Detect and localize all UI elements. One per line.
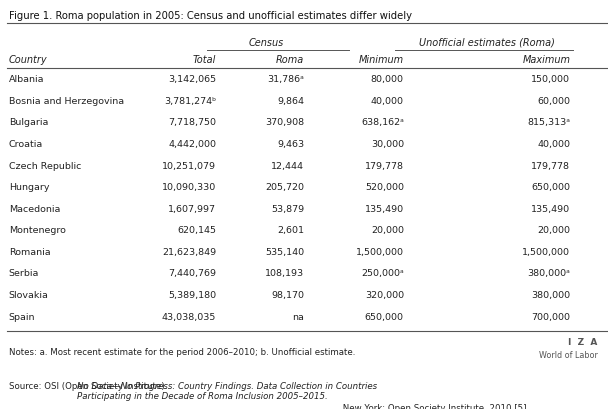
Text: 60,000: 60,000 [537, 97, 570, 106]
Text: I  Z  A: I Z A [568, 338, 598, 347]
Text: 1,500,000: 1,500,000 [356, 248, 404, 257]
Text: Romania: Romania [9, 248, 50, 257]
Text: Bulgaria: Bulgaria [9, 119, 48, 128]
Text: 4,442,000: 4,442,000 [168, 140, 216, 149]
Text: Unofficial estimates (Roma): Unofficial estimates (Roma) [419, 38, 555, 48]
Text: 80,000: 80,000 [371, 75, 404, 84]
Text: 5,389,180: 5,389,180 [168, 291, 216, 300]
Text: Notes: a. Most recent estimate for the period 2006–2010; b. Unofficial estimate.: Notes: a. Most recent estimate for the p… [9, 348, 355, 357]
Text: 98,170: 98,170 [271, 291, 304, 300]
Text: 3,142,065: 3,142,065 [168, 75, 216, 84]
Text: 43,038,035: 43,038,035 [162, 312, 216, 321]
Text: Montenegro: Montenegro [9, 226, 66, 235]
Text: 535,140: 535,140 [265, 248, 304, 257]
Text: 150,000: 150,000 [531, 75, 570, 84]
Text: 7,440,769: 7,440,769 [168, 270, 216, 279]
Text: 179,778: 179,778 [365, 162, 404, 171]
Text: 650,000: 650,000 [365, 312, 404, 321]
Text: Census: Census [249, 38, 284, 48]
Text: Czech Republic: Czech Republic [9, 162, 81, 171]
Text: 650,000: 650,000 [531, 183, 570, 192]
Text: 179,778: 179,778 [531, 162, 570, 171]
Text: 1,607,997: 1,607,997 [168, 205, 216, 214]
Text: 250,000ᵃ: 250,000ᵃ [361, 270, 404, 279]
Text: Figure 1. Roma population in 2005: Census and unofficial estimates differ widely: Figure 1. Roma population in 2005: Censu… [9, 11, 412, 20]
Text: 20,000: 20,000 [371, 226, 404, 235]
Text: Source: OSI (Open Society Institute).: Source: OSI (Open Society Institute). [9, 382, 170, 391]
Text: 20,000: 20,000 [537, 226, 570, 235]
Text: 620,145: 620,145 [178, 226, 216, 235]
Text: 2,601: 2,601 [277, 226, 304, 235]
Text: 520,000: 520,000 [365, 183, 404, 192]
Text: Total: Total [193, 55, 216, 65]
Text: 9,463: 9,463 [277, 140, 304, 149]
Text: Albania: Albania [9, 75, 44, 84]
Text: 108,193: 108,193 [265, 270, 304, 279]
Text: 320,000: 320,000 [365, 291, 404, 300]
Text: Serbia: Serbia [9, 270, 39, 279]
Text: 10,251,079: 10,251,079 [162, 162, 216, 171]
Text: 3,781,274ᵇ: 3,781,274ᵇ [164, 97, 216, 106]
Text: 21,623,849: 21,623,849 [162, 248, 216, 257]
Text: Hungary: Hungary [9, 183, 49, 192]
Text: Slovakia: Slovakia [9, 291, 49, 300]
Text: 380,000: 380,000 [531, 291, 570, 300]
Text: 7,718,750: 7,718,750 [168, 119, 216, 128]
Text: World of Labor: World of Labor [539, 351, 598, 360]
Text: Bosnia and Herzegovina: Bosnia and Herzegovina [9, 97, 124, 106]
Text: 9,864: 9,864 [277, 97, 304, 106]
Text: 10,090,330: 10,090,330 [162, 183, 216, 192]
Text: 815,313ᵃ: 815,313ᵃ [527, 119, 570, 128]
Text: New York: Open Society Institute, 2010 [5].: New York: Open Society Institute, 2010 [… [340, 404, 530, 409]
Text: Country: Country [9, 55, 47, 65]
Text: No Data—No Progress: Country Findings. Data Collection in Countries
Participatin: No Data—No Progress: Country Findings. D… [77, 382, 377, 401]
Text: 135,490: 135,490 [531, 205, 570, 214]
Text: 638,162ᵃ: 638,162ᵃ [361, 119, 404, 128]
Text: 370,908: 370,908 [265, 119, 304, 128]
Text: na: na [292, 312, 304, 321]
Text: 40,000: 40,000 [537, 140, 570, 149]
Text: 31,786ᵃ: 31,786ᵃ [267, 75, 304, 84]
Text: 700,000: 700,000 [531, 312, 570, 321]
Text: Spain: Spain [9, 312, 35, 321]
Text: 12,444: 12,444 [271, 162, 304, 171]
Text: Minimum: Minimum [359, 55, 404, 65]
Text: Croatia: Croatia [9, 140, 43, 149]
Text: 205,720: 205,720 [265, 183, 304, 192]
Text: Macedonia: Macedonia [9, 205, 60, 214]
Text: Maximum: Maximum [522, 55, 570, 65]
Text: 135,490: 135,490 [365, 205, 404, 214]
Text: 1,500,000: 1,500,000 [522, 248, 570, 257]
Text: 380,000ᵃ: 380,000ᵃ [527, 270, 570, 279]
Text: 40,000: 40,000 [371, 97, 404, 106]
Text: Roma: Roma [276, 55, 304, 65]
Text: 53,879: 53,879 [271, 205, 304, 214]
Text: 30,000: 30,000 [371, 140, 404, 149]
